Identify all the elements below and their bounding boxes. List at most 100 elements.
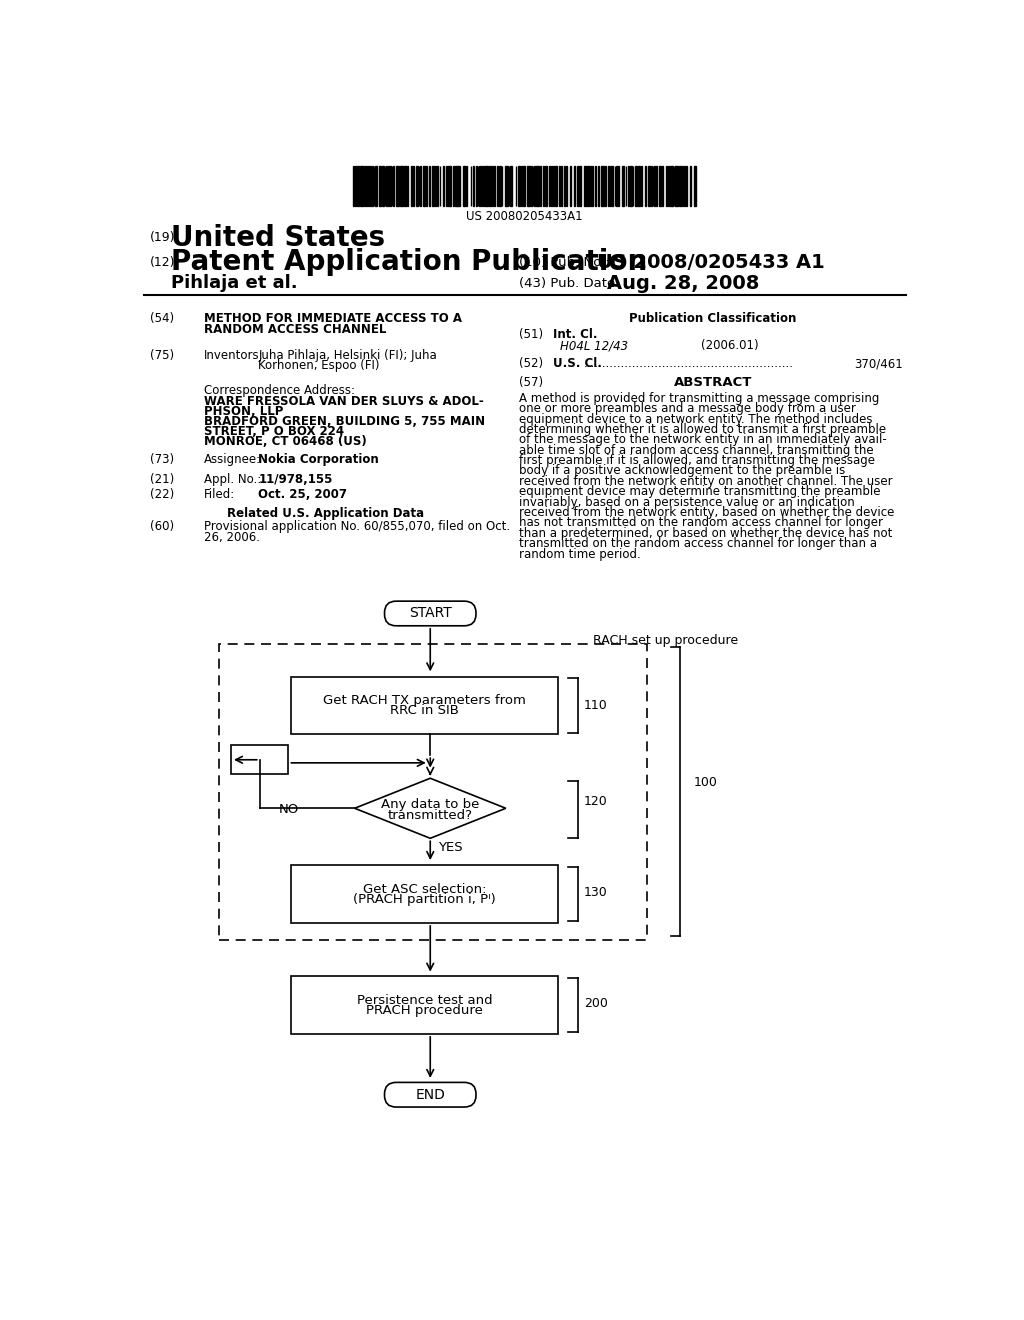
Text: (57): (57) <box>519 376 544 389</box>
Bar <box>291 977 558 1034</box>
Bar <box>518 166 520 206</box>
Bar <box>379 166 381 206</box>
Text: YES: YES <box>438 841 463 854</box>
Bar <box>584 166 586 206</box>
Text: ........................................................: ........................................… <box>584 358 794 370</box>
Text: (10) Pub. No.:: (10) Pub. No.: <box>519 256 610 269</box>
Text: than a predetermined, or based on whether the device has not: than a predetermined, or based on whethe… <box>519 527 893 540</box>
Text: END: END <box>416 1088 445 1102</box>
Text: (54): (54) <box>150 313 174 326</box>
Text: Inventors:: Inventors: <box>204 348 263 362</box>
Text: 11/978,155: 11/978,155 <box>258 473 333 486</box>
Polygon shape <box>354 779 506 838</box>
Bar <box>485 166 487 206</box>
Text: equipment device may determine transmitting the preamble: equipment device may determine transmitt… <box>519 486 881 498</box>
Text: STREET, P O BOX 224: STREET, P O BOX 224 <box>204 425 344 438</box>
Text: 130: 130 <box>584 886 607 899</box>
Text: received from the network entity on another channel. The user: received from the network entity on anot… <box>519 475 893 488</box>
Bar <box>563 166 565 206</box>
Bar <box>630 166 632 206</box>
Bar <box>291 866 558 923</box>
Bar <box>429 166 430 206</box>
Bar <box>417 166 418 206</box>
Bar <box>219 644 647 940</box>
Bar <box>648 166 650 206</box>
Text: United States: United States <box>171 223 385 252</box>
Text: 200: 200 <box>584 998 607 1010</box>
Bar <box>555 166 557 206</box>
Text: Get RACH TX parameters from: Get RACH TX parameters from <box>323 694 526 708</box>
Text: received from the network entity, based on whether the device: received from the network entity, based … <box>519 506 895 519</box>
Text: START: START <box>409 606 452 620</box>
Text: determining whether it is allowed to transmit a first preamble: determining whether it is allowed to tra… <box>519 422 887 436</box>
Bar <box>435 166 436 206</box>
Text: (2006.01): (2006.01) <box>701 339 759 352</box>
Text: Get ASC selection:: Get ASC selection: <box>362 883 486 896</box>
Text: (73): (73) <box>150 453 174 466</box>
Bar <box>543 166 544 206</box>
Bar <box>473 166 474 206</box>
Text: (12): (12) <box>150 256 175 269</box>
Bar <box>231 744 289 775</box>
Text: 26, 2006.: 26, 2006. <box>204 531 260 544</box>
Text: Appl. No.:: Appl. No.: <box>204 473 261 486</box>
Bar <box>506 166 508 206</box>
Text: US 20080205433A1: US 20080205433A1 <box>467 210 583 223</box>
Bar <box>545 166 547 206</box>
Bar <box>449 166 450 206</box>
Bar <box>628 166 630 206</box>
Bar <box>400 166 401 206</box>
Bar <box>638 166 640 206</box>
Text: Any data to be: Any data to be <box>381 797 479 810</box>
Bar <box>675 166 678 206</box>
Text: Aug. 28, 2008: Aug. 28, 2008 <box>607 273 760 293</box>
Bar <box>523 166 524 206</box>
Text: Persistence test and: Persistence test and <box>356 994 493 1007</box>
Text: Patent Application Publication: Patent Application Publication <box>171 248 647 276</box>
Text: invariably, based on a persistence value or an indication: invariably, based on a persistence value… <box>519 496 855 508</box>
Bar <box>684 166 685 206</box>
Text: MONROE, CT 06468 (US): MONROE, CT 06468 (US) <box>204 434 367 447</box>
Bar <box>396 166 399 206</box>
Bar <box>352 166 354 206</box>
Text: Correspondence Address:: Correspondence Address: <box>204 384 355 397</box>
Text: Int. Cl.: Int. Cl. <box>553 327 597 341</box>
Text: (22): (22) <box>150 488 174 502</box>
Text: METHOD FOR IMMEDIATE ACCESS TO A: METHOD FOR IMMEDIATE ACCESS TO A <box>204 313 462 326</box>
Bar <box>291 677 558 734</box>
Text: Filed:: Filed: <box>204 488 236 502</box>
Bar <box>382 166 384 206</box>
Text: one or more preambles and a message body from a user: one or more preambles and a message body… <box>519 403 856 414</box>
Bar <box>489 166 492 206</box>
Text: RACH set up procedure: RACH set up procedure <box>593 635 738 647</box>
Text: transmitted on the random access channel for longer than a: transmitted on the random access channel… <box>519 537 878 550</box>
FancyBboxPatch shape <box>385 601 476 626</box>
Bar <box>521 166 522 206</box>
Text: Related U.S. Application Data: Related U.S. Application Data <box>227 507 424 520</box>
Text: Pihlaja et al.: Pihlaja et al. <box>171 275 297 292</box>
Bar <box>510 166 512 206</box>
Bar <box>670 166 673 206</box>
Text: (PRACH partition i, Pᴵ): (PRACH partition i, Pᴵ) <box>353 894 496 906</box>
Bar <box>359 166 362 206</box>
Text: 120: 120 <box>584 795 607 808</box>
Text: US 2008/0205433 A1: US 2008/0205433 A1 <box>597 253 824 272</box>
Text: BRADFORD GREEN, BUILDING 5, 755 MAIN: BRADFORD GREEN, BUILDING 5, 755 MAIN <box>204 414 485 428</box>
Text: Assignee:: Assignee: <box>204 453 261 466</box>
Bar <box>690 166 691 206</box>
Bar <box>553 166 554 206</box>
Text: A method is provided for transmitting a message comprising: A method is provided for transmitting a … <box>519 392 880 405</box>
Bar <box>375 166 377 206</box>
Text: H04L 12/43: H04L 12/43 <box>560 339 629 352</box>
Bar <box>500 166 501 206</box>
Bar <box>601 166 604 206</box>
Text: RANDOM ACCESS CHANNEL: RANDOM ACCESS CHANNEL <box>204 323 386 337</box>
Text: 100: 100 <box>693 776 718 788</box>
Text: Publication Classification: Publication Classification <box>630 313 797 326</box>
Bar <box>679 166 681 206</box>
Text: Oct. 25, 2007: Oct. 25, 2007 <box>258 488 347 502</box>
Text: has not transmitted on the random access channel for longer: has not transmitted on the random access… <box>519 516 884 529</box>
Bar <box>577 166 579 206</box>
Bar <box>623 166 624 206</box>
Bar <box>527 166 530 206</box>
